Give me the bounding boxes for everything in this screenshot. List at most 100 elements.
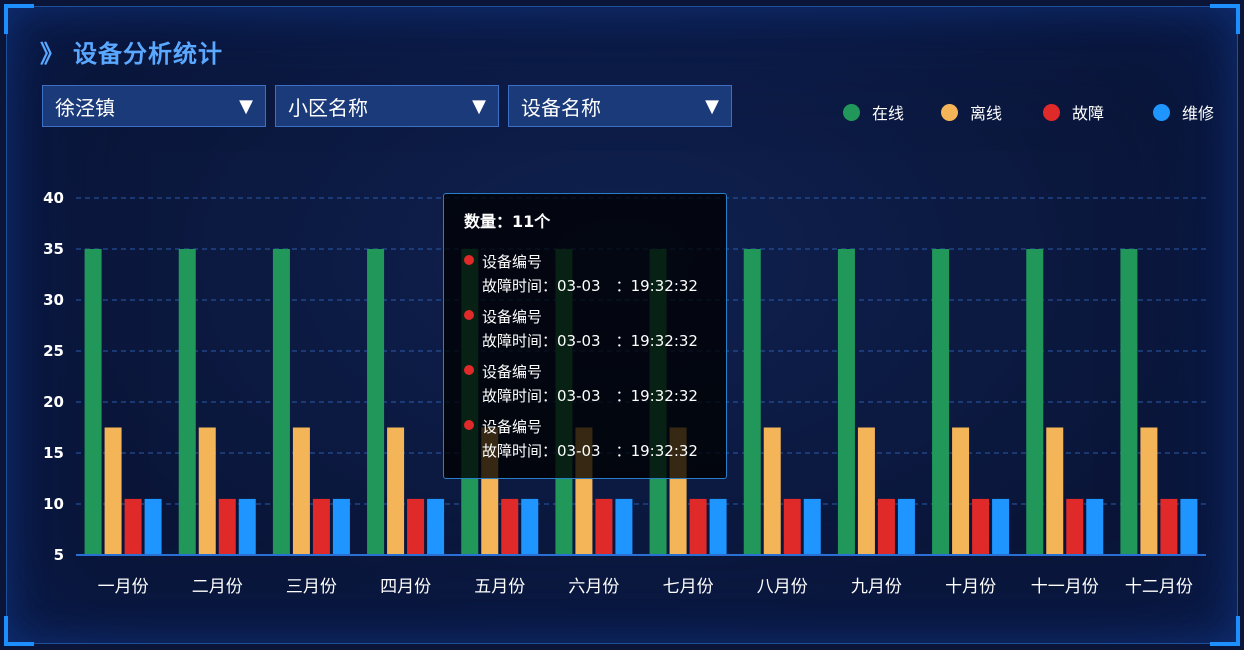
community-select-value: 小区名称 — [288, 95, 368, 120]
bar-online[interactable] — [84, 249, 102, 555]
bar-repair[interactable] — [144, 498, 162, 555]
chart-tooltip: 数量：11个 设备编号 故障时间：03-03 ：19:32:32 设备编号 故障… — [443, 193, 727, 479]
bar-fault[interactable] — [218, 498, 236, 555]
bar-repair[interactable] — [709, 498, 727, 555]
bar-repair[interactable] — [521, 498, 539, 555]
corner-decoration — [4, 616, 34, 646]
y-tick-label: 15 — [43, 444, 64, 462]
red-dot-icon — [464, 310, 474, 320]
bar-repair[interactable] — [897, 498, 915, 555]
bar-fault[interactable] — [877, 498, 895, 555]
legend-item-offline[interactable]: 离线 — [941, 100, 1002, 124]
bar-online[interactable] — [1026, 249, 1044, 555]
bar-offline[interactable] — [1140, 427, 1158, 556]
triangle-down-icon: ▼ — [705, 95, 719, 117]
bar-fault[interactable] — [1066, 498, 1084, 555]
x-tick-label: 三月份 — [286, 577, 337, 597]
bar-repair[interactable] — [1086, 498, 1104, 555]
double-chevron-icon: 》 — [40, 40, 65, 68]
bar-fault[interactable] — [501, 498, 519, 555]
tooltip-item-time: 故障时间：03-03 ：19:32:32 — [482, 442, 698, 460]
tooltip-item-label: 设备编号 — [482, 418, 543, 436]
red-dot-icon — [464, 255, 474, 265]
tooltip-item-time: 故障时间：03-03 ：19:32:32 — [482, 387, 698, 405]
corner-decoration — [1210, 616, 1240, 646]
device-select[interactable]: 设备名称 ▼ — [508, 85, 732, 127]
bar-repair[interactable] — [427, 498, 445, 555]
town-select[interactable]: 徐泾镇 ▼ — [42, 85, 266, 127]
bar-online[interactable] — [1120, 249, 1138, 555]
legend-label: 维修 — [1182, 104, 1215, 123]
page-title-text: 设备分析统计 — [73, 40, 223, 68]
bar-offline[interactable] — [857, 427, 875, 556]
corner-decoration — [4, 4, 34, 34]
legend-item-online[interactable]: 在线 — [843, 100, 904, 124]
tooltip-title: 数量：11个 — [464, 212, 551, 231]
bar-online[interactable] — [837, 249, 855, 555]
x-tick-label: 六月份 — [568, 577, 619, 597]
triangle-down-icon: ▼ — [239, 95, 253, 117]
bar-online[interactable] — [932, 249, 950, 555]
tooltip-item-label: 设备编号 — [482, 253, 543, 271]
legend-label: 在线 — [872, 104, 905, 123]
bar-offline[interactable] — [292, 427, 310, 556]
bar-online[interactable] — [178, 249, 196, 555]
tooltip-item-label: 设备编号 — [482, 308, 543, 326]
tooltip-item: 设备编号 故障时间：03-03 ：19:32:32 — [464, 415, 706, 463]
red-dot-icon — [464, 365, 474, 375]
bar-offline[interactable] — [387, 427, 405, 556]
bar-fault[interactable] — [407, 498, 425, 555]
x-tick-label: 八月份 — [757, 577, 808, 597]
page-title: 》设备分析统计 — [40, 34, 223, 69]
legend-label: 故障 — [1072, 104, 1105, 123]
device-select-value: 设备名称 — [521, 95, 601, 120]
bar-online[interactable] — [367, 249, 385, 555]
legend-dot-icon — [941, 103, 958, 121]
bar-repair[interactable] — [992, 498, 1010, 555]
legend-item-repair[interactable]: 维修 — [1153, 100, 1214, 124]
bar-offline[interactable] — [104, 427, 122, 556]
bar-repair[interactable] — [238, 498, 256, 555]
x-tick-label: 一月份 — [98, 577, 149, 597]
legend-dot-icon — [1043, 103, 1060, 121]
bar-online[interactable] — [743, 249, 761, 555]
tooltip-item-time: 故障时间：03-03 ：19:32:32 — [482, 277, 698, 295]
bar-fault[interactable] — [972, 498, 990, 555]
y-tick-label: 20 — [43, 393, 64, 411]
legend-item-fault[interactable]: 故障 — [1043, 100, 1104, 124]
bar-fault[interactable] — [124, 498, 142, 555]
tooltip-item: 设备编号 故障时间：03-03 ：19:32:32 — [464, 360, 706, 408]
bar-offline[interactable] — [1046, 427, 1064, 556]
bar-online[interactable] — [272, 249, 290, 555]
y-tick-label: 40 — [43, 189, 64, 207]
y-tick-label: 25 — [43, 342, 64, 360]
bar-repair[interactable] — [1180, 498, 1198, 555]
y-tick-label: 35 — [43, 240, 64, 258]
x-axis-ticks: 一月份 二月份 三月份 四月份 五月份 六月份 七月份 八月份 九月份 十月份 十一月份 十二月份 — [98, 577, 1193, 597]
corner-decoration — [1210, 4, 1240, 34]
x-tick-label: 五月份 — [474, 577, 525, 597]
y-tick-label: 5 — [54, 546, 64, 564]
bar-repair[interactable] — [615, 498, 633, 555]
x-tick-label: 十二月份 — [1125, 577, 1193, 597]
community-select[interactable]: 小区名称 ▼ — [275, 85, 499, 127]
x-tick-label: 十一月份 — [1031, 577, 1099, 597]
bar-offline[interactable] — [952, 427, 970, 556]
x-tick-label: 二月份 — [192, 577, 243, 597]
bar-fault[interactable] — [783, 498, 801, 555]
bar-fault[interactable] — [689, 498, 707, 555]
red-dot-icon — [464, 420, 474, 430]
legend-label: 离线 — [970, 104, 1003, 123]
bar-offline[interactable] — [763, 427, 781, 556]
bar-fault[interactable] — [595, 498, 613, 555]
legend-dot-icon — [1153, 103, 1170, 121]
bar-repair[interactable] — [332, 498, 350, 555]
tooltip-item: 设备编号 故障时间：03-03 ：19:32:32 — [464, 250, 706, 298]
y-tick-label: 10 — [43, 495, 64, 513]
town-select-value: 徐泾镇 — [55, 95, 115, 120]
bar-repair[interactable] — [803, 498, 821, 555]
bar-offline[interactable] — [198, 427, 216, 556]
bar-fault[interactable] — [312, 498, 330, 555]
y-axis-ticks: 40 35 30 25 20 15 10 5 — [43, 189, 64, 564]
bar-fault[interactable] — [1160, 498, 1178, 555]
